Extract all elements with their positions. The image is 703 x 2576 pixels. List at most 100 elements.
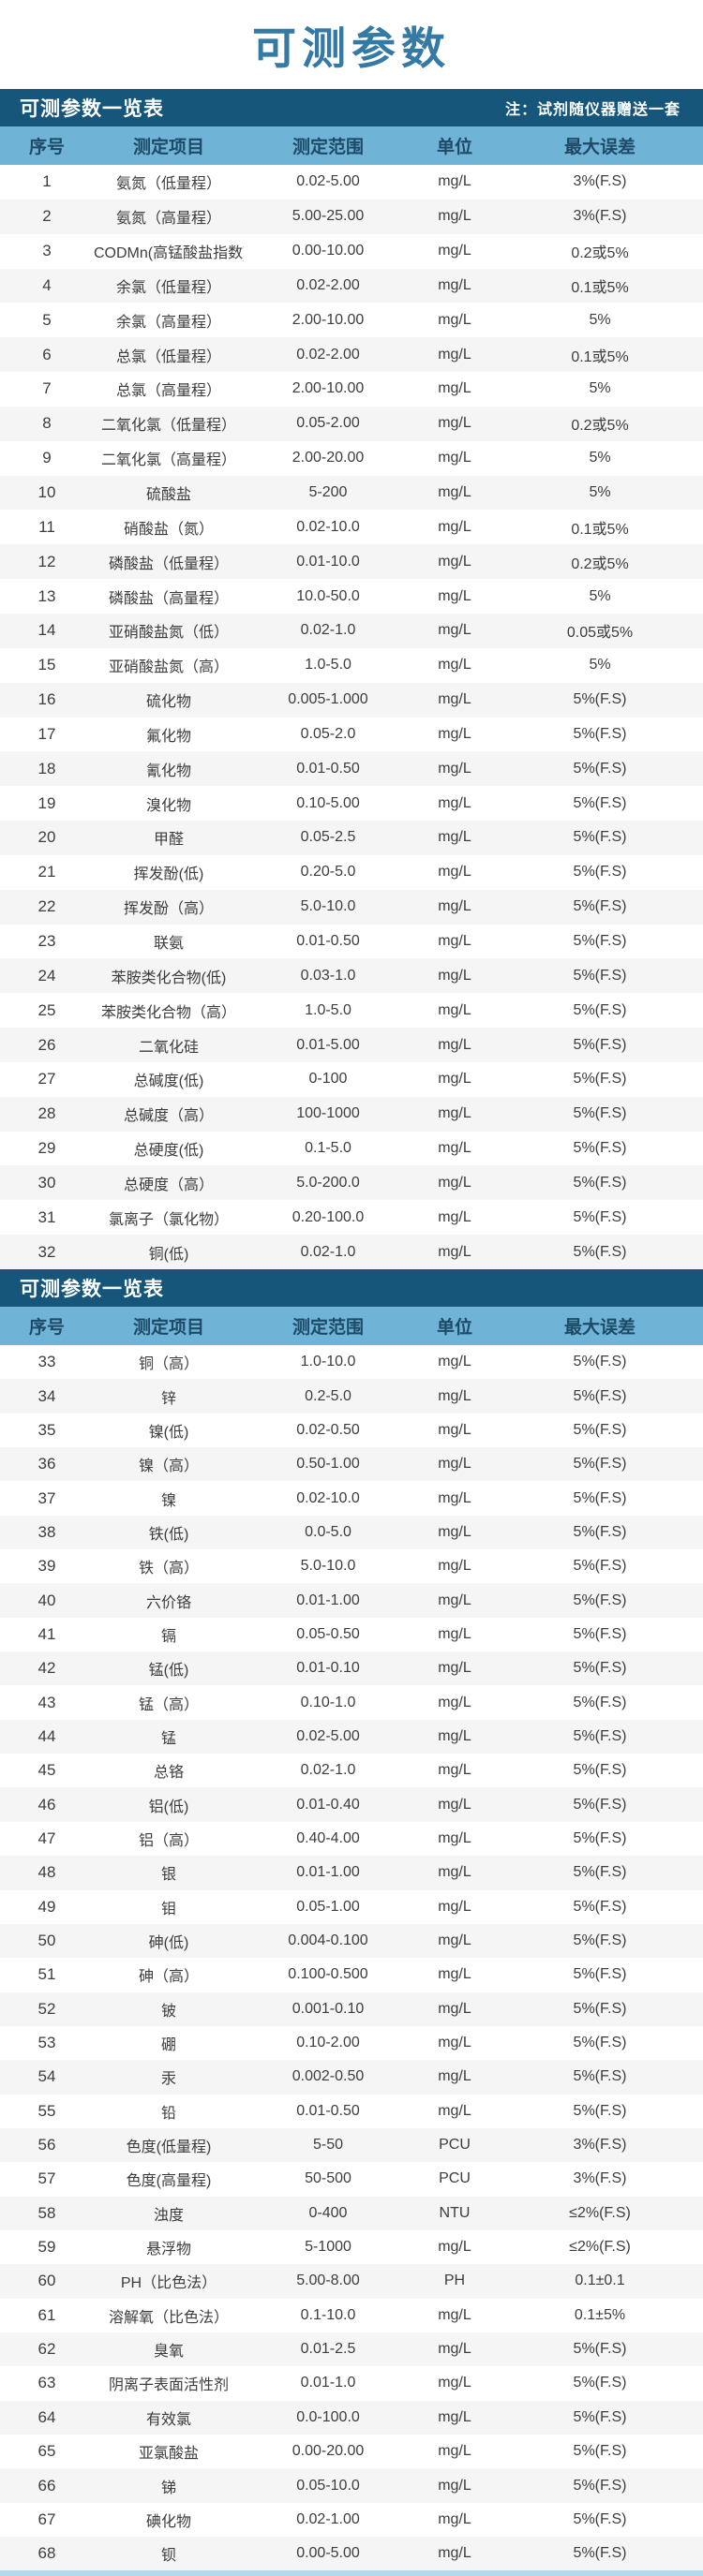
- max-error: 5%(F.S): [573, 1966, 627, 1983]
- max-error: 5%(F.S): [573, 1001, 627, 1018]
- table-row: 8 二氧化氯（低量程） 0.05-2.00 mg/L 0.2或5%: [0, 406, 703, 441]
- item-name: 锑: [160, 2480, 176, 2496]
- max-error: 5%(F.S): [573, 2545, 627, 2562]
- max-error: 5%(F.S): [573, 794, 627, 811]
- unit-value: mg/L: [438, 1625, 471, 1642]
- item-name: 六价铬: [145, 1594, 191, 1611]
- row-number: 20: [37, 828, 56, 847]
- unit-value: mg/L: [438, 622, 471, 639]
- table-row: 66 锑 0.05-10.0 mg/L 5%(F.S): [0, 2468, 703, 2503]
- range-value: 0.02-1.0: [300, 1243, 356, 1260]
- row-number: 31: [37, 1207, 56, 1226]
- item-name: 磷酸盐（高量程）: [108, 590, 229, 607]
- unit-value: mg/L: [438, 553, 471, 570]
- table-body: 1 氨氮（低量程） 0.02-5.00 mg/L 3%(F.S) 2 氨氮（高量程） 5.00…: [0, 165, 703, 1269]
- table-row: 42 锰(低) 0.01-0.10 mg/L 5%(F.S): [0, 1651, 703, 1686]
- item-name: 砷（高）: [138, 1969, 199, 1986]
- row-number: 2: [42, 207, 52, 226]
- table-row: 38 铁(低) 0.0-5.0 mg/L 5%(F.S): [0, 1515, 703, 1550]
- table-row: 52 铍 0.001-0.10 mg/L 5%(F.S): [0, 1991, 703, 2026]
- row-number: 46: [37, 1795, 56, 1814]
- row-number: 68: [37, 2544, 56, 2563]
- row-number: 3: [42, 242, 52, 260]
- unit-value: mg/L: [438, 1105, 471, 1122]
- unit-value: mg/L: [438, 2375, 471, 2391]
- table-row: 3 CODMn(高锰酸盐指数) 0.00-10.00 mg/L 0.2或5%: [0, 233, 703, 269]
- item-name: 锰: [160, 1730, 176, 1747]
- table-row: 58 浊度 0-400 NTU ≤2%(F.S): [0, 2196, 703, 2230]
- item-name: 亚硝酸盐氮（高）: [108, 659, 229, 676]
- unit-value: mg/L: [438, 1829, 471, 1846]
- item-name: CODMn(高锰酸盐指数): [94, 245, 244, 262]
- unit-value: mg/L: [438, 932, 471, 949]
- max-error: 5%(F.S): [573, 1036, 627, 1053]
- unit-value: mg/L: [438, 1660, 471, 1677]
- item-name: 总硬度（高）: [123, 1177, 214, 1193]
- table-row: 67 碘化物 0.02-1.00 mg/L 5%(F.S): [0, 2502, 703, 2538]
- item-name: 铁（高）: [138, 1561, 199, 1577]
- max-error: 5%(F.S): [573, 2000, 627, 2017]
- row-number: 12: [37, 552, 56, 570]
- range-value: 0.02-10.0: [296, 1489, 360, 1506]
- max-error: 3%(F.S): [573, 2170, 627, 2187]
- bottom-strip: [0, 2570, 703, 2576]
- item-name: 镍（高）: [138, 1458, 199, 1475]
- range-value: 0.02-1.00: [296, 2510, 360, 2527]
- range-value: 0.05-0.50: [296, 1625, 360, 1642]
- item-name: 亚氯酸盐: [138, 2446, 199, 2463]
- item-name: 铁(低): [148, 1526, 189, 1543]
- max-error: 0.1或5%: [571, 521, 629, 538]
- item-name: 总硬度(低): [133, 1143, 204, 1160]
- title-block: 可测参数: [0, 0, 703, 89]
- max-error: 5%(F.S): [573, 898, 627, 915]
- column-header-range: 测定范围: [292, 1318, 364, 1338]
- unit-value: mg/L: [438, 2408, 471, 2425]
- row-number: 8: [42, 414, 52, 433]
- max-error: 5%(F.S): [573, 725, 627, 742]
- table-row: 37 镍 0.02-10.0 mg/L 5%(F.S): [0, 1481, 703, 1516]
- max-error: 5%(F.S): [573, 2510, 627, 2527]
- max-error: 5%(F.S): [573, 1558, 627, 1575]
- column-header-range: 测定范围: [292, 138, 364, 157]
- unit-value: mg/L: [438, 380, 471, 397]
- unit-value: mg/L: [438, 2000, 471, 2017]
- row-number: 15: [37, 656, 56, 674]
- item-name: 浊度: [153, 2207, 184, 2224]
- item-name: 碘化物: [145, 2513, 191, 2530]
- row-number: 16: [37, 690, 56, 709]
- row-number: 28: [37, 1104, 56, 1123]
- unit-value: mg/L: [438, 1174, 471, 1191]
- range-value: 1.0-5.0: [305, 657, 352, 674]
- max-error: 5%(F.S): [573, 1174, 627, 1191]
- unit-value: mg/L: [438, 1387, 471, 1404]
- table-row: 15 亚硝酸盐氮（高） 1.0-5.0 mg/L 5%: [0, 647, 703, 683]
- table-row: 25 苯胺类化合物（高） 1.0-5.0 mg/L 5%(F.S): [0, 993, 703, 1029]
- row-number: 39: [37, 1557, 56, 1576]
- max-error: 5%(F.S): [573, 864, 627, 881]
- max-error: 5%(F.S): [573, 1421, 627, 1438]
- table-row: 19 溴化物 0.10-5.00 mg/L 5%(F.S): [0, 786, 703, 822]
- row-number: 65: [37, 2442, 56, 2461]
- column-header-error: 最大误差: [563, 138, 636, 157]
- table-row: 46 铝(低) 0.01-0.40 mg/L 5%(F.S): [0, 1787, 703, 1822]
- row-number: 26: [37, 1035, 56, 1054]
- table-row: 56 色度(低量程) 5-50 PCU 3%(F.S): [0, 2127, 703, 2163]
- max-error: 5%(F.S): [573, 2341, 627, 2358]
- range-value: 0.20-5.0: [300, 864, 356, 881]
- unit-value: mg/L: [438, 587, 471, 604]
- item-name: 亚硝酸盐氮（低）: [108, 625, 229, 642]
- unit-value: mg/L: [438, 657, 471, 674]
- column-header-index: 序号: [28, 1318, 65, 1338]
- unit-value: mg/L: [438, 1421, 471, 1438]
- unit-value: mg/L: [438, 1966, 471, 1983]
- max-error: 5%(F.S): [573, 2443, 627, 2460]
- unit-value: PH: [443, 2273, 466, 2289]
- unit-value: mg/L: [438, 2035, 471, 2051]
- range-value: 0.02-1.0: [300, 1762, 356, 1779]
- unit-value: mg/L: [438, 243, 471, 259]
- row-number: 48: [37, 1863, 56, 1882]
- table-row: 35 镍(低) 0.02-0.50 mg/L 5%(F.S): [0, 1413, 703, 1448]
- row-number: 43: [37, 1693, 56, 1711]
- range-value: 0.2-5.0: [305, 1387, 352, 1404]
- max-error: 5%: [589, 450, 611, 466]
